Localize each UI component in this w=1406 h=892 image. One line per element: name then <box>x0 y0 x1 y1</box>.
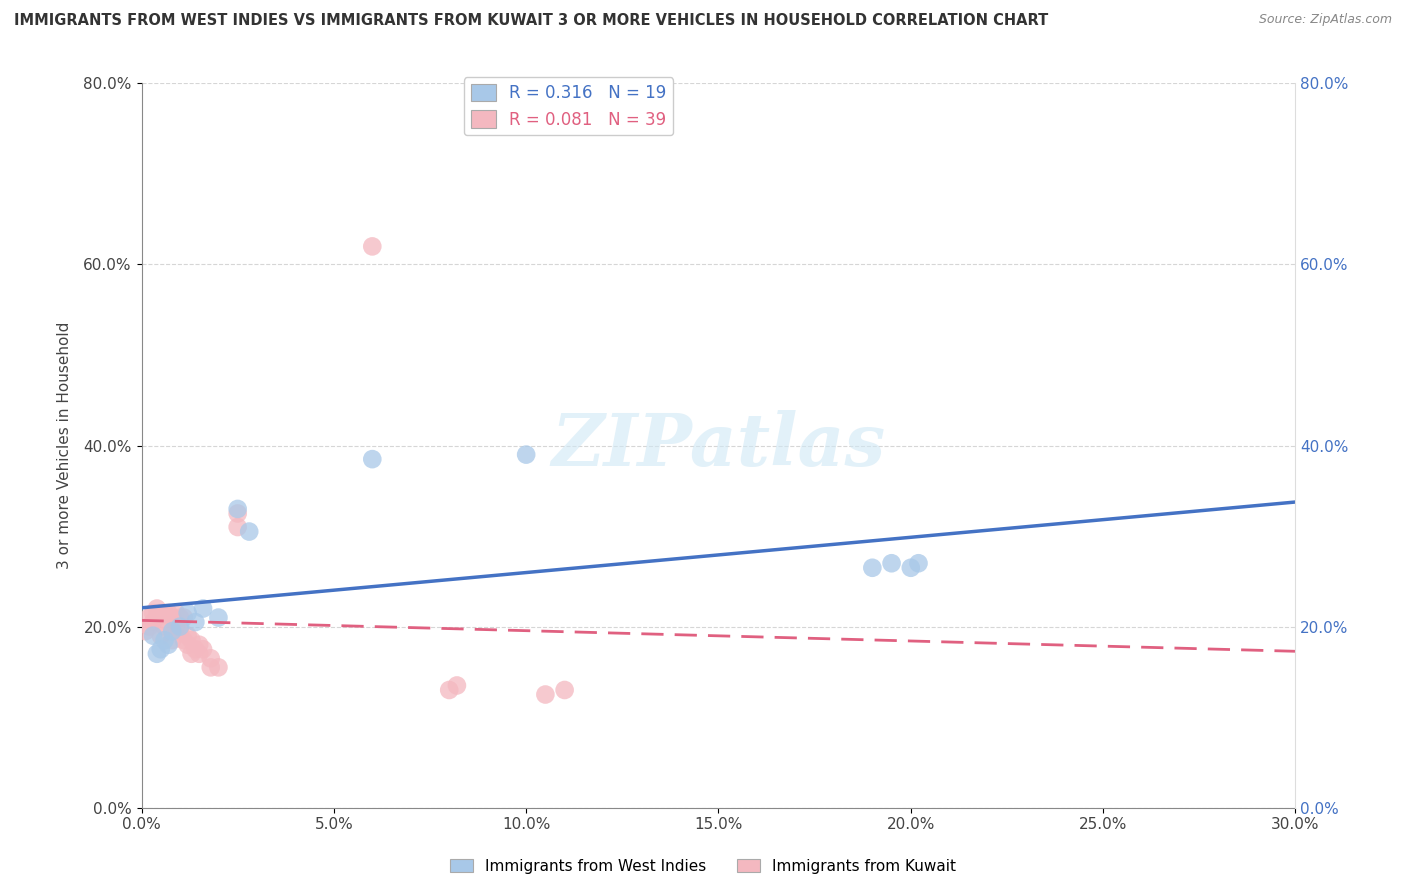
Point <box>184 642 207 657</box>
Point <box>142 629 165 643</box>
Point <box>446 678 468 692</box>
Point <box>176 638 198 652</box>
Point <box>238 524 260 539</box>
Point <box>207 660 229 674</box>
Text: ZIPatlas: ZIPatlas <box>551 410 886 481</box>
Point <box>907 556 929 570</box>
Point <box>146 610 169 624</box>
Point <box>142 615 165 629</box>
Point <box>142 606 165 620</box>
Point <box>157 606 180 620</box>
Point <box>880 556 903 570</box>
Point <box>534 688 557 702</box>
Point <box>200 651 222 665</box>
Point <box>900 561 922 575</box>
Point <box>176 606 198 620</box>
Point <box>162 624 184 639</box>
Point <box>138 610 160 624</box>
Text: Source: ZipAtlas.com: Source: ZipAtlas.com <box>1258 13 1392 27</box>
Point <box>149 629 172 643</box>
Point <box>191 642 214 657</box>
Point <box>860 561 883 575</box>
Point <box>153 606 176 620</box>
Point <box>162 633 184 648</box>
Point <box>153 633 176 648</box>
Point <box>138 619 160 633</box>
Point <box>162 610 184 624</box>
Point <box>149 642 172 657</box>
Point <box>361 452 384 467</box>
Point <box>554 683 576 698</box>
Point <box>207 610 229 624</box>
Point <box>173 610 195 624</box>
Legend: R = 0.316   N = 19, R = 0.081   N = 39: R = 0.316 N = 19, R = 0.081 N = 39 <box>464 78 673 136</box>
Point <box>226 520 249 534</box>
Point <box>200 660 222 674</box>
Point <box>188 647 211 661</box>
Point <box>169 619 191 633</box>
Point <box>184 615 207 629</box>
Point <box>169 610 191 624</box>
Point <box>439 683 461 698</box>
Point <box>361 239 384 253</box>
Point <box>146 601 169 615</box>
Point <box>169 624 191 639</box>
Point <box>173 633 195 648</box>
Point <box>180 633 202 648</box>
Text: IMMIGRANTS FROM WEST INDIES VS IMMIGRANTS FROM KUWAIT 3 OR MORE VEHICLES IN HOUS: IMMIGRANTS FROM WEST INDIES VS IMMIGRANT… <box>14 13 1049 29</box>
Point <box>146 647 169 661</box>
Point <box>226 507 249 521</box>
Point <box>134 624 156 639</box>
Point <box>180 647 202 661</box>
Point <box>149 606 172 620</box>
Point <box>176 629 198 643</box>
Point <box>515 448 537 462</box>
Y-axis label: 3 or more Vehicles in Household: 3 or more Vehicles in Household <box>58 322 72 569</box>
Point <box>153 619 176 633</box>
Point <box>157 615 180 629</box>
Point <box>165 619 187 633</box>
Point <box>191 601 214 615</box>
Legend: Immigrants from West Indies, Immigrants from Kuwait: Immigrants from West Indies, Immigrants … <box>444 853 962 880</box>
Point <box>165 606 187 620</box>
Point <box>226 502 249 516</box>
Point <box>188 638 211 652</box>
Point <box>157 638 180 652</box>
